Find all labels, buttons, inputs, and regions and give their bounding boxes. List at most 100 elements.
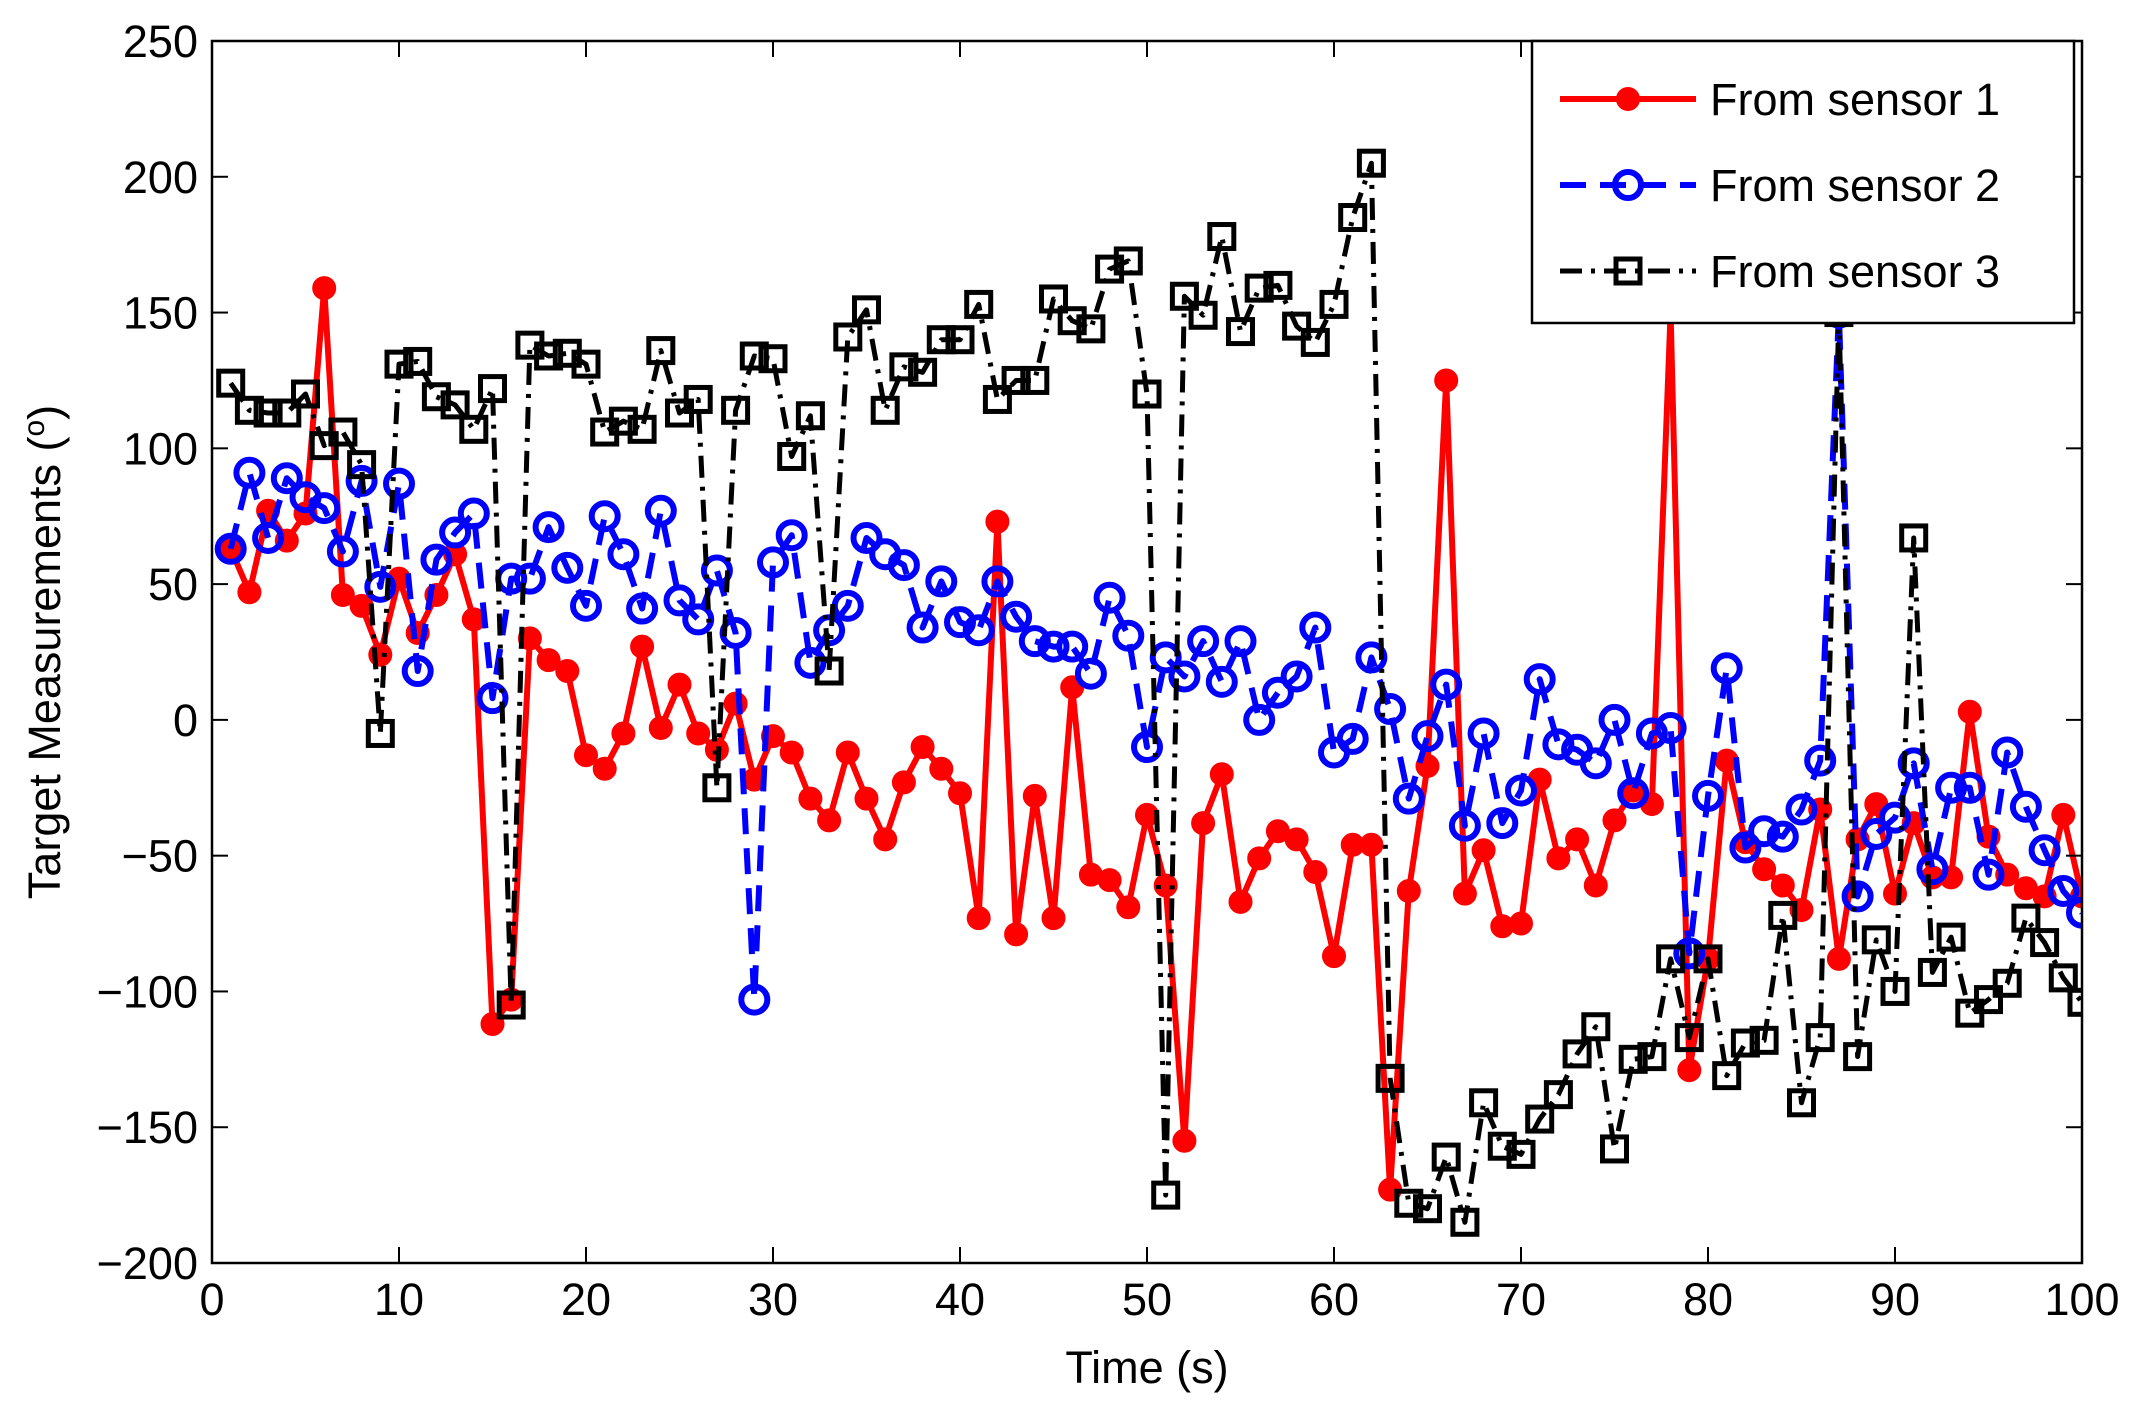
series-1-point [1097, 868, 1122, 893]
series-3-point [1917, 957, 1947, 987]
series-3-point [1375, 1063, 1405, 1093]
series-3-point [440, 390, 470, 420]
series-1-point [723, 691, 748, 716]
series-1-point [854, 786, 879, 811]
series-2-point [981, 565, 1014, 598]
series-1-point [1583, 873, 1608, 898]
series-2-point [1972, 858, 2005, 891]
series-2-point [252, 521, 285, 554]
series-2-point [532, 511, 565, 544]
series-3-point [833, 322, 863, 352]
series-2-point [457, 497, 490, 530]
series-1-point [910, 735, 935, 760]
series-3-point [1338, 203, 1368, 233]
series-2-point [1729, 831, 1762, 864]
series-3-point [926, 325, 956, 355]
x-tick-label: 10 [374, 1274, 424, 1325]
series-2-point [214, 532, 247, 565]
series-2-point [1243, 703, 1276, 736]
series-3-point [272, 398, 302, 428]
legend-marker [1612, 169, 1644, 201]
series-3-point [1749, 1025, 1779, 1055]
y-tick-label: 0 [173, 695, 198, 746]
y-axis-label-sup: o [18, 420, 51, 437]
series-3-point [1413, 1194, 1442, 1224]
series-1-point [1303, 859, 1328, 884]
series-1-point [1153, 873, 1178, 898]
series-1-point [1022, 783, 1047, 808]
series-3-point [2011, 903, 2041, 933]
y-axis: −200 −150 −100 −50 0 50 100 150 200 250 [97, 16, 2082, 1289]
series-3-point [1618, 1044, 1648, 1074]
y-tick-label: −100 [97, 966, 198, 1017]
series-3-point [1113, 246, 1143, 276]
series-3-point [365, 718, 395, 748]
series-2-point [1336, 722, 1369, 755]
series-3-point [702, 773, 732, 803]
x-tick-label: 30 [748, 1274, 798, 1325]
series-3-point [945, 325, 975, 355]
series-3-point [496, 990, 526, 1020]
series-3-point [795, 401, 825, 431]
series-3 [216, 148, 2082, 1237]
series-2-point [1860, 817, 1893, 850]
legend-label: From sensor 3 [1710, 246, 2000, 297]
series-3-point [1207, 222, 1237, 252]
series-2-point [962, 614, 995, 647]
series-3-point [347, 450, 377, 480]
series-2-point [233, 456, 266, 489]
x-axis: 0 10 20 30 40 50 60 70 80 90 100 [199, 41, 2120, 1325]
y-tick-label: −150 [97, 1102, 198, 1153]
legend-label: From sensor 2 [1710, 160, 2000, 211]
y-tick-label: −50 [122, 831, 198, 882]
series-1-point [686, 721, 711, 746]
series-1-point [1284, 827, 1309, 852]
series-2-line [227, 309, 2082, 1003]
series-2-point [1430, 668, 1463, 701]
y-tick-label: 150 [123, 288, 198, 339]
series-2-point [775, 519, 808, 552]
series-1-line [227, 285, 2082, 1193]
series-2-point [1692, 779, 1724, 812]
series-2-point [1916, 853, 1949, 886]
series-2-point [1280, 660, 1313, 693]
series-2-point [663, 584, 696, 617]
series-3-point [1001, 365, 1031, 395]
series-3-point [721, 395, 751, 425]
series-3-point [1506, 1139, 1536, 1169]
series-2-point [2009, 790, 2042, 823]
y-tick-label: 100 [123, 423, 198, 474]
series-3-point [777, 441, 807, 471]
series-3-point [870, 395, 900, 425]
series-1-point [929, 756, 954, 781]
series-3-point [534, 341, 564, 371]
series-1 [218, 276, 2082, 1202]
series-3-point [1693, 944, 1723, 974]
series-2-point [1991, 736, 2024, 769]
series-3-line [228, 160, 2082, 1225]
series-2-point [1355, 641, 1388, 674]
legend-marker [1616, 87, 1640, 111]
series-2-point [1187, 625, 1220, 658]
y-axis-label: Target Measurements (o) [18, 405, 70, 899]
series-1-point [966, 906, 991, 931]
x-tick-label: 70 [1496, 1274, 1546, 1325]
series-1-point [611, 721, 636, 746]
series-3-point [1525, 1104, 1555, 1134]
series-2-point [1037, 630, 1070, 663]
series-3-point [1861, 925, 1891, 955]
series-2-point [850, 521, 883, 554]
series-1-point [1509, 911, 1533, 936]
series-3-point [1469, 1088, 1499, 1118]
series-2-point [1897, 747, 1930, 780]
series-3-point [571, 349, 601, 379]
series-3-point [982, 384, 1012, 414]
series-3-point [1843, 1042, 1873, 1072]
series-1-point [1322, 944, 1346, 969]
series-1-point [330, 582, 355, 607]
series-3-point [1974, 985, 2003, 1015]
series-3-point [814, 656, 844, 686]
series-2-point [1635, 717, 1668, 750]
series-1-point [1116, 895, 1141, 920]
series-1-point [667, 672, 692, 697]
